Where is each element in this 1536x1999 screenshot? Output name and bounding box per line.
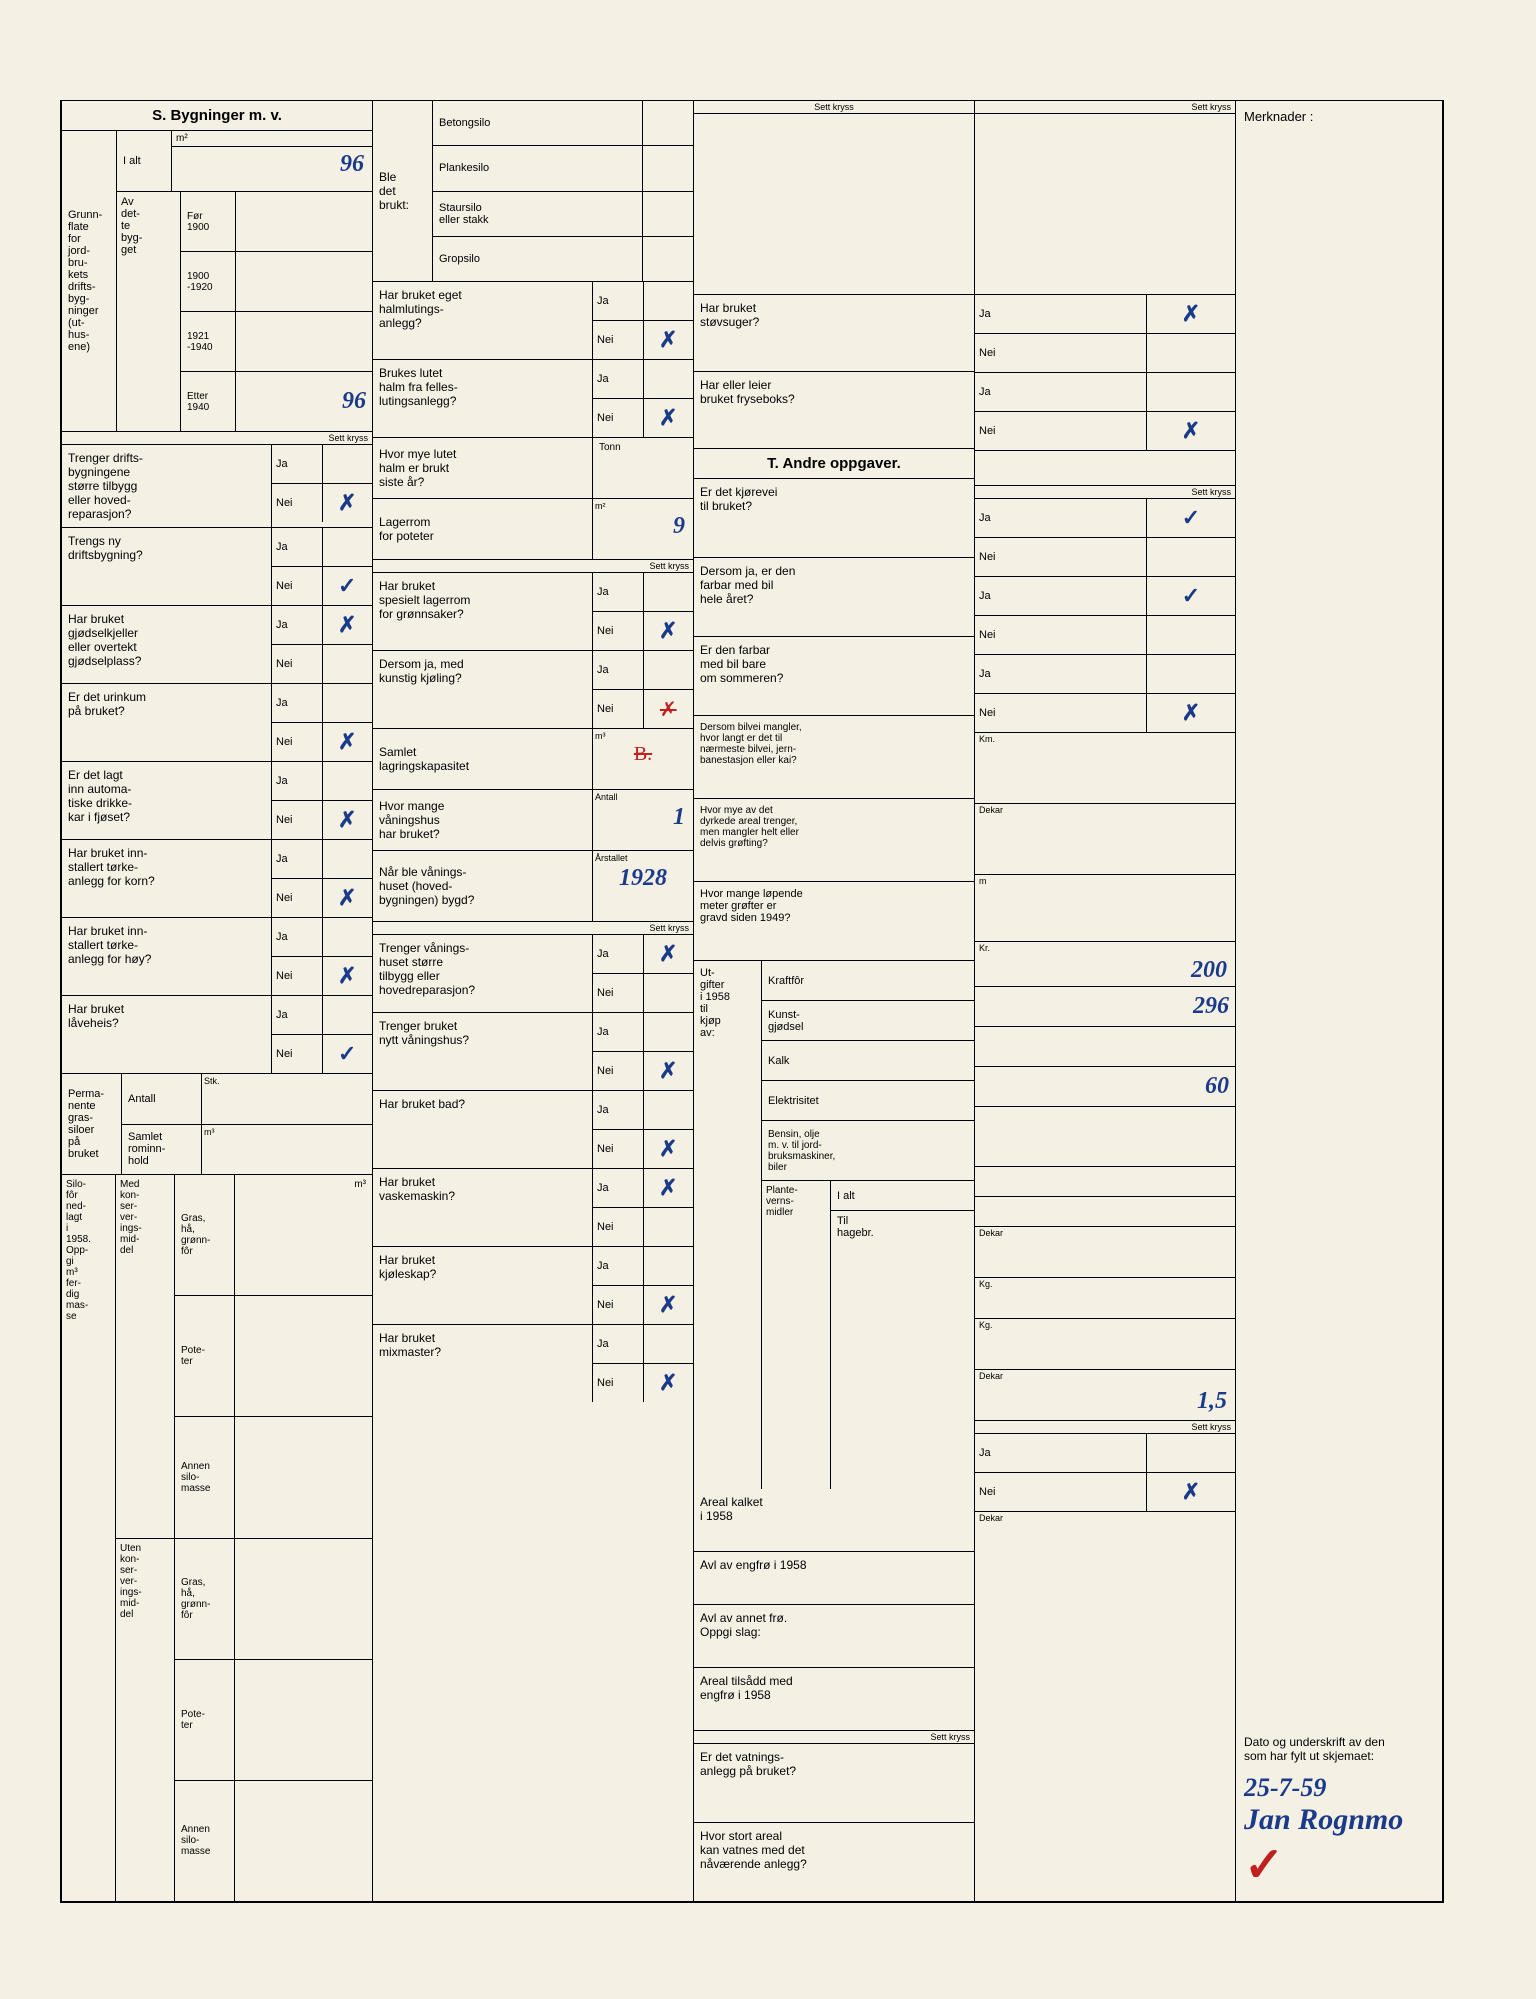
val-lagring-red: B. xyxy=(634,743,652,789)
signature-area: Dato og underskrift av den som har fylt … xyxy=(1236,1727,1442,1901)
section-s-header: S. Bygninger m. v. xyxy=(62,101,372,131)
col-4: Sett kryss Ja✗ Nei Ja Nei✗ Sett kryss Ja… xyxy=(975,101,1236,1901)
val-lagerrom: 9 xyxy=(673,513,685,559)
perm-block: Perma- nente gras- siloer på bruket Anta… xyxy=(62,1074,372,1175)
col-1: S. Bygninger m. v. Grunn- flate for jord… xyxy=(62,101,373,1901)
q-bad: Har bruket bad? Ja Nei✗ xyxy=(373,1091,693,1169)
val-kunstgjodsel: 296 xyxy=(1193,993,1229,1020)
val-arstallet: 1928 xyxy=(619,865,667,921)
sig-name: Jan Rognmo xyxy=(1244,1803,1434,1837)
val-kraftfor: 200 xyxy=(1191,957,1227,984)
q-urinkum: Er det urinkum på bruket? Ja Nei✗ xyxy=(62,684,372,762)
q-halmluting: Har bruket eget halmlutings- anlegg? Ja … xyxy=(373,282,693,360)
col-5: Merknader : Dato og underskrift av den s… xyxy=(1236,101,1442,1901)
i-alt-label: I alt xyxy=(117,131,172,191)
q-drikkekar: Er det lagt inn automa- tiske drikke- ka… xyxy=(62,762,372,840)
q-torke-hoy: Har bruket inn- stallert tørke- anlegg f… xyxy=(62,918,372,996)
q-laveheis: Har bruket låveheis? Ja Nei✓ xyxy=(62,996,372,1074)
q-felleslut: Brukes lutet halm fra felles- lutingsanl… xyxy=(373,360,693,438)
merknader-label: Merknader : xyxy=(1236,101,1442,132)
q-nytt-vaningshus: Trenger bruket nytt våningshus? Ja Nei✗ xyxy=(373,1013,693,1091)
q-fryseboks: Har eller leier bruket fryseboks? xyxy=(694,372,974,449)
red-checkmark: ✓ xyxy=(1244,1837,1434,1893)
utgifter-block: Ut- gifter i 1958 til kjøp av: Kraftfôr … xyxy=(694,961,974,1489)
q-gjodselkjeller: Har bruket gjødselkjeller eller overtekt… xyxy=(62,606,372,684)
section-t-header: T. Andre oppgaver. xyxy=(694,449,974,479)
q-kjoling: Dersom ja, med kunstig kjøling? Ja Nei✗ xyxy=(373,651,693,729)
silo-block: Silo- fôr ned- lagt i 1958. Opp- gi m³ f… xyxy=(62,1175,372,1901)
col-2: Ble det brukt: Betongsilo Plankesilo Sta… xyxy=(373,101,694,1901)
form-page: S. Bygninger m. v. Grunn- flate for jord… xyxy=(0,0,1536,1999)
q-vaskemaskin: Har bruket vaskemaskin? Ja✗ Nei xyxy=(373,1169,693,1247)
grunnflate-block: Grunn- flate for jord- bru- kets drifts-… xyxy=(62,131,372,432)
q-gronnsaker: Har bruket spesielt lagerrom for grønnsa… xyxy=(373,573,693,651)
q-kjoleskap: Har bruket kjøleskap? Ja Nei✗ xyxy=(373,1247,693,1325)
sig-instructions: Dato og underskrift av den som har fylt … xyxy=(1244,1735,1434,1763)
q-vaningshus-rep: Trenger vånings- huset større tilbygg el… xyxy=(373,935,693,1013)
val-elektrisitet: 60 xyxy=(1205,1073,1229,1100)
grunnflate-label: Grunn- flate for jord- bru- kets drifts-… xyxy=(62,131,117,431)
sig-date: 25-7-59 xyxy=(1244,1773,1434,1803)
q-ny-driftsbygning: Trengs ny driftsbygning? Ja Nei✓ xyxy=(62,528,372,606)
q-mixmaster: Har bruket mixmaster? Ja Nei✗ xyxy=(373,1325,693,1402)
val-etter1940: 96 xyxy=(342,388,366,415)
val-ialt: 96 xyxy=(340,151,364,187)
q-stovsuger: Har bruket støvsuger? xyxy=(694,295,974,372)
val-vaningshus: 1 xyxy=(673,804,685,850)
mark-tilbygg-nei: ✗ xyxy=(338,490,356,516)
val-areal-tilsadd: 1,5 xyxy=(1197,1388,1227,1415)
form-grid: S. Bygninger m. v. Grunn- flate for jord… xyxy=(60,100,1444,1903)
q-tilbygg: Trenger drifts- bygningene større tilbyg… xyxy=(62,445,372,528)
col-3: Sett kryss Har bruket støvsuger? Har ell… xyxy=(694,101,975,1901)
q-torke-korn: Har bruket inn- stallert tørke- anlegg f… xyxy=(62,840,372,918)
